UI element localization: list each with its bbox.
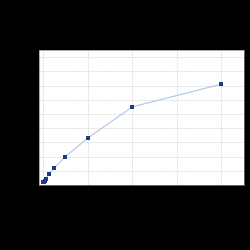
Point bbox=[42, 179, 46, 183]
Y-axis label: OD: OD bbox=[12, 112, 18, 123]
Point bbox=[86, 136, 90, 140]
Point bbox=[52, 166, 56, 170]
Point bbox=[44, 177, 48, 181]
X-axis label: Human Bcl2 Antagonist/Killer 1 (BAK1)
Concentration (ng/ml): Human Bcl2 Antagonist/Killer 1 (BAK1) Co… bbox=[80, 202, 202, 212]
Point bbox=[47, 172, 51, 176]
Point bbox=[220, 82, 224, 86]
Point bbox=[64, 154, 68, 158]
Point bbox=[41, 180, 45, 184]
Point bbox=[130, 105, 134, 109]
Point bbox=[42, 180, 46, 184]
